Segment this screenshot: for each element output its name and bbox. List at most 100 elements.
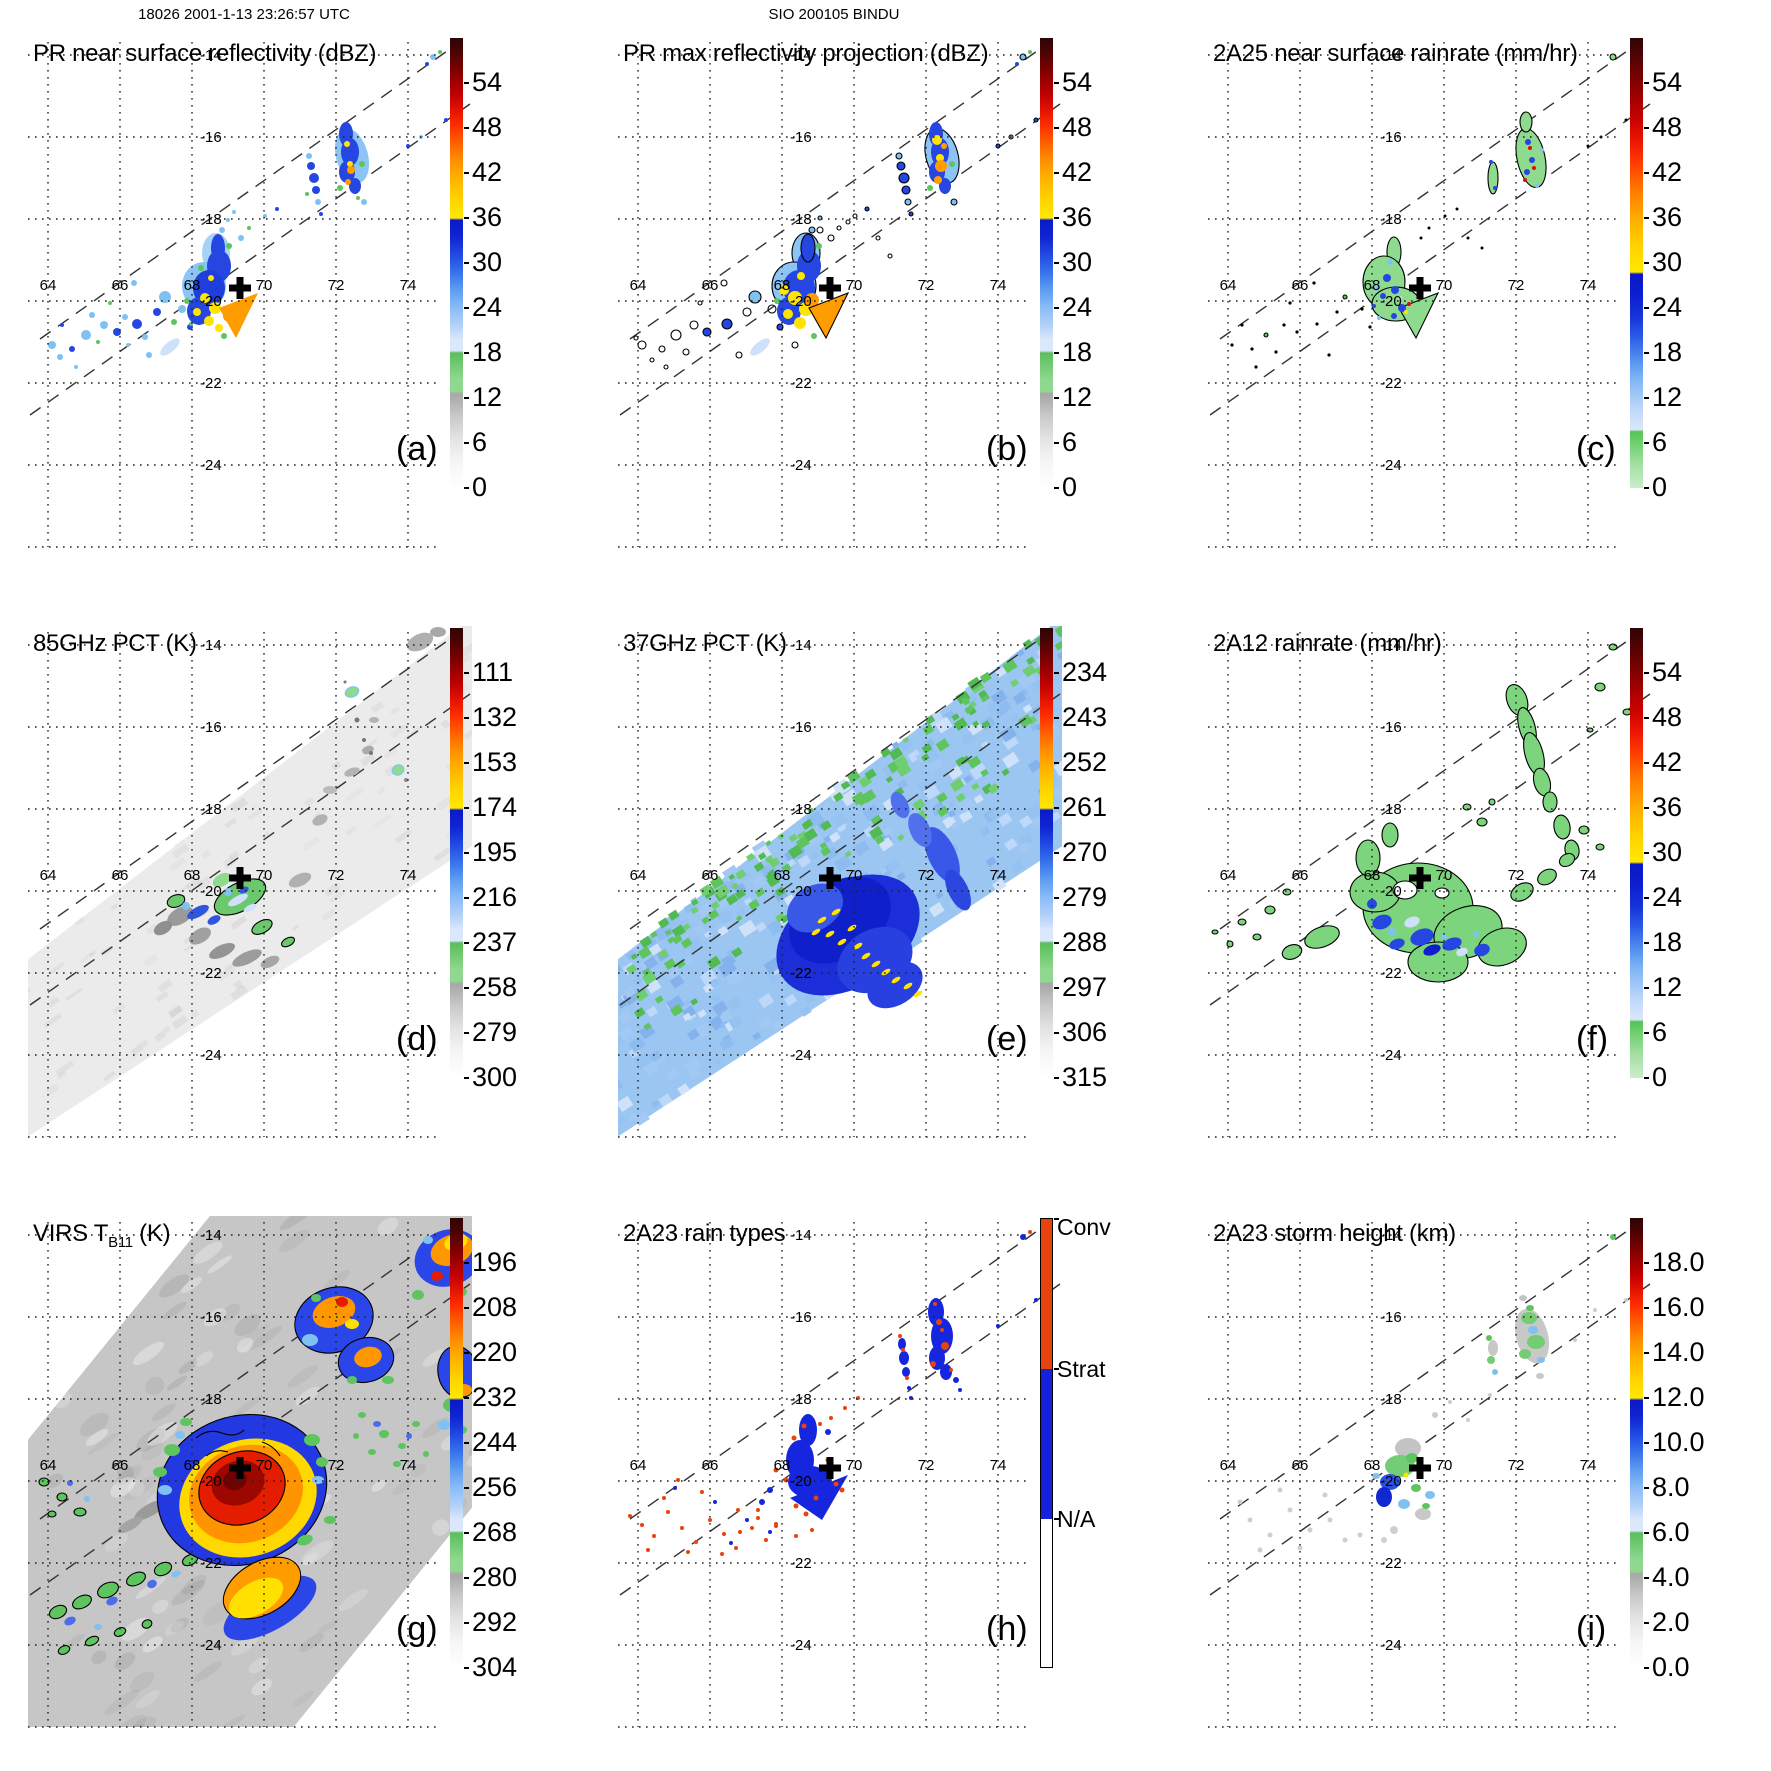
colorbar-tick-label: 36 (1652, 791, 1683, 822)
swath-boundary-line (619, 48, 1061, 416)
lat-tick-label: -20 (1380, 293, 1402, 310)
colorbar-tick (464, 1442, 469, 1444)
geo-tick-labels: 64 66 68 70 72 74 -14 -16 -18 -20 -22 -24 (630, 47, 1007, 474)
lon-tick-label: 70 (256, 277, 273, 294)
colorbar-tick-label: 30 (1652, 836, 1683, 867)
colorbar-tick-label: 24 (472, 291, 503, 322)
lat-tick-label: -20 (790, 293, 812, 310)
colorbar-tick-label: 2.0 (1652, 1606, 1690, 1637)
lon-tick-label: 68 (774, 277, 791, 294)
colorbar-tick-label: 268 (472, 1516, 518, 1547)
colorbar-tick (464, 1667, 469, 1669)
panel-title-text: 2A23 rain types (623, 1220, 786, 1247)
colorbar-tick-label: 111 (472, 656, 514, 687)
lon-tick-label: 74 (990, 277, 1007, 294)
colorbar-tick-label: 195 (472, 836, 518, 867)
lat-tick-label: -20 (1380, 883, 1402, 900)
storm-center-cross-icon (819, 277, 841, 299)
colorbar-tick (464, 897, 469, 899)
panel-title-text: 85GHz PCT (K) (33, 630, 197, 657)
map-a: 64 66 68 70 72 74 -14 -16 -18 -20 -22 -24 (28, 42, 471, 548)
colorbar-tick (1644, 942, 1649, 944)
colorbar-tick-label: 279 (1062, 881, 1108, 912)
lon-tick-label: 66 (1292, 867, 1309, 884)
sensor-swath-art (1209, 48, 1651, 416)
panel-letter: (d) (396, 1020, 438, 1058)
lat-tick-label: -14 (1380, 637, 1402, 654)
lat-tick-label: -16 (200, 129, 222, 146)
panel-letter: (b) (986, 430, 1028, 468)
lon-tick-label: 66 (112, 1457, 129, 1474)
geo-tick-labels: 64 66 68 70 72 74 -14 -16 -18 -20 -22 -24 (1220, 637, 1597, 1064)
panel-title-units: (K) (132, 1220, 171, 1247)
sensor-swath-art (619, 48, 1061, 416)
lat-tick-label: -22 (1380, 965, 1402, 982)
colorbar-tick (1644, 672, 1649, 674)
colorbar-segment (1041, 1219, 1052, 1369)
lon-tick-label: 70 (846, 867, 863, 884)
panel-title-text: PR near surface reflectivity (dBZ) (33, 40, 377, 67)
colorbar-tick-label: 24 (1652, 291, 1683, 322)
colorbar-tick-label: 208 (472, 1291, 518, 1322)
panel-title-text: 2A23 storm height (km) (1213, 1220, 1456, 1247)
map-b: 64 66 68 70 72 74 -14 -16 -18 -20 -22 -24 (618, 42, 1061, 548)
panel-title-text: PR max reflectivity projection (dBZ) (623, 40, 989, 67)
lat-tick-label: -24 (1380, 1637, 1402, 1654)
panel-a: 64 66 68 70 72 74 -14 -16 -18 -20 -22 -24 18026 2001… (0, 0, 591, 591)
lat-tick-label: -16 (790, 1309, 812, 1326)
sensor-swath-art (1209, 638, 1651, 1006)
colorbar (1040, 38, 1053, 488)
lat-tick-label: -18 (790, 801, 812, 818)
lat-tick-label: -24 (200, 1047, 222, 1064)
colorbar-tick (464, 852, 469, 854)
colorbar-segment (1041, 1519, 1052, 1667)
colorbar-tick (464, 1262, 469, 1264)
colorbar-tick (1644, 1032, 1649, 1034)
colorbar-tick-label: 30 (1652, 246, 1683, 277)
colorbar-tick (1644, 82, 1649, 84)
lat-tick-label: -16 (1380, 1309, 1402, 1326)
lon-tick-label: 74 (400, 277, 417, 294)
colorbar-tick-label: 232 (472, 1381, 518, 1412)
colorbar-tick-label: 292 (472, 1606, 518, 1637)
colorbar-tick (464, 352, 469, 354)
lon-tick-label: 68 (774, 867, 791, 884)
lon-tick-label: 74 (1580, 277, 1597, 294)
colorbar-tick (1054, 1218, 1059, 1220)
colorbar-tick (1054, 172, 1059, 174)
colorbar-tick (464, 1622, 469, 1624)
graticule (28, 1222, 440, 1728)
lon-tick-label: 72 (918, 867, 935, 884)
colorbar-tick-label: 48 (1062, 111, 1093, 142)
colorbar-tick (1644, 487, 1649, 489)
panel-title-text: VIRS T (33, 1220, 109, 1247)
lat-tick-label: -20 (1380, 1473, 1402, 1490)
colorbar-tick (1644, 397, 1649, 399)
map-e: 64 66 68 70 72 74 -14 -16 -18 -20 -22 -24 (618, 626, 1062, 1138)
lon-tick-label: 68 (1364, 277, 1381, 294)
lat-tick-label: -18 (200, 801, 222, 818)
geo-tick-labels: 64 66 68 70 72 74 -14 -16 -18 -20 -22 -24 (630, 1227, 1007, 1654)
graticule (618, 42, 1030, 548)
lon-tick-label: 72 (1508, 1457, 1525, 1474)
colorbar-tick (1054, 672, 1059, 674)
colorbar-tick (464, 942, 469, 944)
colorbar-tick (1054, 262, 1059, 264)
geo-tick-labels: 64 66 68 70 72 74 -14 -16 -18 -20 -22 -24 (40, 47, 417, 474)
lon-tick-label: 74 (990, 1457, 1007, 1474)
lat-tick-label: -16 (790, 129, 812, 146)
colorbar-tick (1644, 987, 1649, 989)
lon-tick-label: 64 (1220, 1457, 1237, 1474)
colorbar-tick (1054, 852, 1059, 854)
storm-center-cross-icon (819, 867, 841, 889)
lat-tick-label: -22 (1380, 375, 1402, 392)
lon-tick-label: 68 (1364, 867, 1381, 884)
colorbar-tick (1644, 852, 1649, 854)
lon-tick-label: 72 (1508, 277, 1525, 294)
storm-center-cross-icon (1409, 1457, 1431, 1479)
colorbar-tick-label: 42 (1652, 746, 1683, 777)
colorbar-tick-label: 16.0 (1652, 1291, 1705, 1322)
lon-tick-label: 74 (400, 1457, 417, 1474)
colorbar-tick-label: 8.0 (1652, 1471, 1690, 1502)
lat-tick-label: -22 (790, 375, 812, 392)
